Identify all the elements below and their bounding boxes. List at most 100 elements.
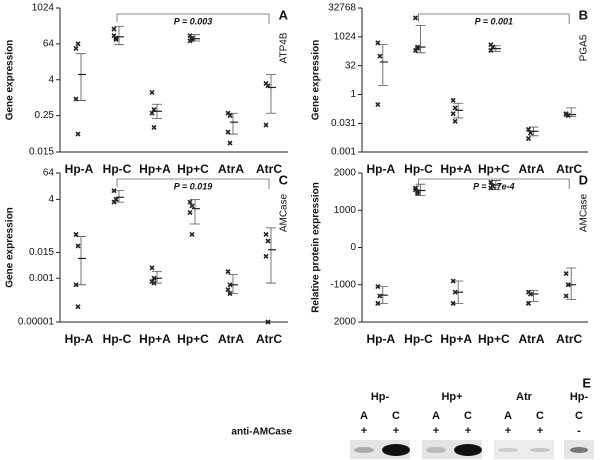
blot-lane-sign: + [505, 425, 511, 437]
y-tick-label: 32768 [328, 3, 356, 14]
blot-lane-label: C [575, 410, 583, 422]
data-point [113, 36, 119, 43]
y-tick-label: 2000 [334, 317, 357, 328]
error-bar [415, 25, 426, 54]
y-tick-label: 0.25 [35, 110, 55, 121]
data-point [527, 130, 534, 136]
data-point [450, 97, 456, 103]
data-point [525, 136, 532, 142]
data-point [227, 290, 233, 297]
data-point [525, 300, 532, 306]
data-point [265, 83, 271, 89]
y-tick-label: 0.031 [331, 118, 356, 129]
x-tick-label: Hp+C [177, 332, 209, 346]
gene-label: AMCase [279, 193, 290, 232]
y-tick-label: 64 [43, 168, 55, 179]
data-point [412, 15, 419, 21]
significance-bracket [418, 178, 570, 189]
blot-strips [350, 440, 594, 459]
data-point [151, 106, 157, 113]
y-tick-label: 4 [48, 74, 54, 85]
data-point [375, 101, 381, 108]
data-point [377, 293, 383, 299]
x-tick-label: Hp-A [65, 162, 94, 176]
panel-letter: C [279, 172, 289, 187]
error-bar [76, 53, 86, 101]
data-point [375, 40, 381, 46]
blot-lane-label: C [392, 410, 400, 422]
axis-line [59, 8, 288, 153]
y-tick-label: -1000 [330, 279, 356, 290]
panel-letter: E [582, 375, 591, 390]
data-point [525, 126, 532, 133]
data-point [263, 231, 269, 237]
data-point [111, 33, 117, 39]
y-axis-title: Gene expression [5, 40, 16, 121]
data-point [488, 47, 494, 53]
blot-group-label: Hp- [570, 391, 589, 403]
data-point [527, 291, 534, 297]
data-point [488, 185, 494, 191]
y-tick-label: 1024 [32, 3, 55, 14]
data-point [263, 122, 269, 128]
x-tick-label: Hp+A [440, 162, 472, 176]
x-tick-label: Hp+A [440, 332, 472, 346]
y-tick-label: 2000 [334, 168, 357, 179]
x-tick-label: AtrC [256, 332, 282, 346]
blot-band [498, 448, 518, 452]
x-tick-label: Hp+C [478, 332, 510, 346]
data-point [565, 282, 571, 288]
data-point [151, 280, 157, 286]
gene-label: PGA5 [579, 34, 590, 61]
blot-group-label: Hp- [371, 391, 390, 403]
data-point [563, 271, 569, 277]
y-tick-label: 64 [43, 39, 55, 50]
blot-lane-label: A [504, 410, 512, 422]
error-bar [76, 236, 86, 286]
p-value: P = 0.003 [174, 16, 212, 26]
y-axis-title: Gene expression [5, 207, 16, 288]
axis-line [59, 173, 288, 323]
error-bar [266, 74, 276, 114]
blot-lane-sign: + [393, 425, 399, 437]
blot-lane-label: A [432, 410, 440, 422]
y-tick-label: 1000 [334, 205, 357, 216]
data-point [452, 289, 458, 295]
data-point [73, 96, 79, 102]
data-point [377, 53, 383, 59]
data-point [225, 129, 231, 135]
error-bar [114, 190, 124, 203]
data-point [75, 131, 81, 137]
x-tick-label: AtrA [519, 162, 545, 176]
y-tick-label: 1024 [334, 31, 357, 42]
data-point [75, 304, 81, 310]
x-tick-label: Hp-C [103, 332, 132, 346]
p-value: P = 0.019 [174, 181, 212, 191]
blot-strip [494, 440, 554, 459]
panel-letter: B [579, 7, 588, 22]
x-tick-label: AtrA [519, 332, 545, 346]
significance-bracket [116, 178, 270, 189]
significance-bracket [418, 13, 570, 24]
blot-group-label: Atr [516, 391, 533, 403]
data-point [450, 278, 456, 284]
blot-lane-label: A [360, 410, 368, 422]
y-tick-label: 0.001 [331, 147, 356, 158]
data-point [151, 124, 157, 131]
data-point [151, 275, 157, 281]
gene-label: AMCase [579, 193, 590, 232]
data-point [73, 282, 79, 288]
x-tick-label: AtrA [218, 162, 244, 176]
blot-band [382, 444, 410, 456]
blot-lane-label: C [536, 410, 544, 422]
significance-bracket [116, 13, 270, 24]
y-tick-label: 0.015 [29, 247, 54, 258]
x-tick-label: Hp+A [139, 332, 171, 346]
data-point [225, 269, 231, 275]
data-point [414, 190, 421, 197]
data-point [263, 253, 269, 259]
error-bar [415, 183, 426, 196]
x-tick-label: Hp-A [366, 332, 395, 346]
y-tick-label: 0 [350, 242, 356, 253]
data-point [75, 243, 81, 249]
